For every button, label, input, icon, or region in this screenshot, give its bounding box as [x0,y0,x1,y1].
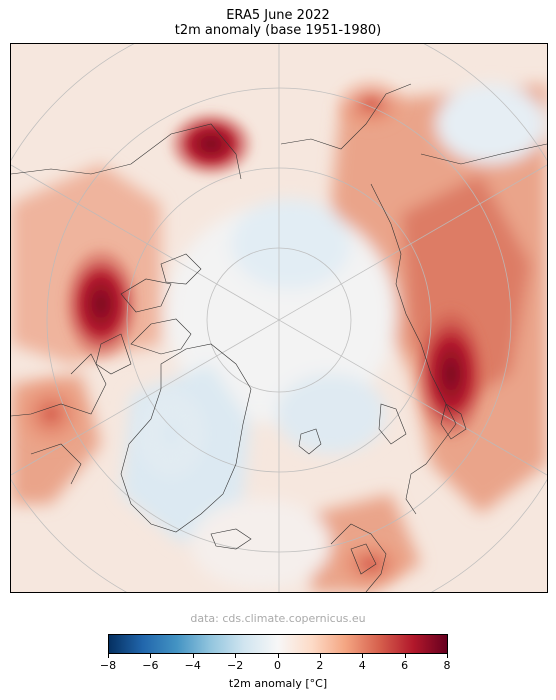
colorbar-tick-label: 0 [274,659,281,672]
colorbar-tick-label: −8 [99,659,117,672]
colorbar-tick-mark [362,654,364,658]
colorbar-tick-mark [150,654,152,658]
anomaly-hotspots [11,74,489,592]
north-america-coast [11,123,242,180]
colorbar-tick-mark [108,654,109,658]
colorbar-tick-label: 2 [316,659,324,672]
eurasia-coast [280,83,412,150]
colorbar-tick-label: −2 [227,659,244,672]
colorbar-label: t2m anomaly [°C] [228,677,328,690]
graticule [11,44,547,592]
colorbar-tick-label: 6 [401,659,409,672]
colorbar-tick-mark [447,654,448,658]
map-subtitle: t2m anomaly (base 1951-1980) [174,23,382,38]
colorbar-tick-mark [235,654,237,658]
greenland-coast [120,343,252,533]
coastlines [11,83,547,592]
colorbar [108,634,448,654]
colorbar-tick-label: −4 [184,659,201,672]
colorbar-tick-mark [192,654,194,658]
colorbar-tick-mark [404,654,406,658]
colorbar-tick-mark [277,654,279,658]
colorbar-tick-mark [319,654,321,658]
colorbar-tick-label: 8 [443,659,451,672]
anomaly-map [10,43,548,593]
colorbar-tick-label: −6 [142,659,159,672]
colorbar-ticks: −8 −6 −4 −2 0 2 4 6 8 [100,654,451,674]
map-title: ERA5 June 2022 [226,8,330,23]
data-source-note: data: cds.climate.copernicus.eu [190,612,366,625]
map-canvas [11,44,547,592]
colorbar-tick-label: 4 [358,659,366,672]
scandinavia-coast [330,523,387,592]
